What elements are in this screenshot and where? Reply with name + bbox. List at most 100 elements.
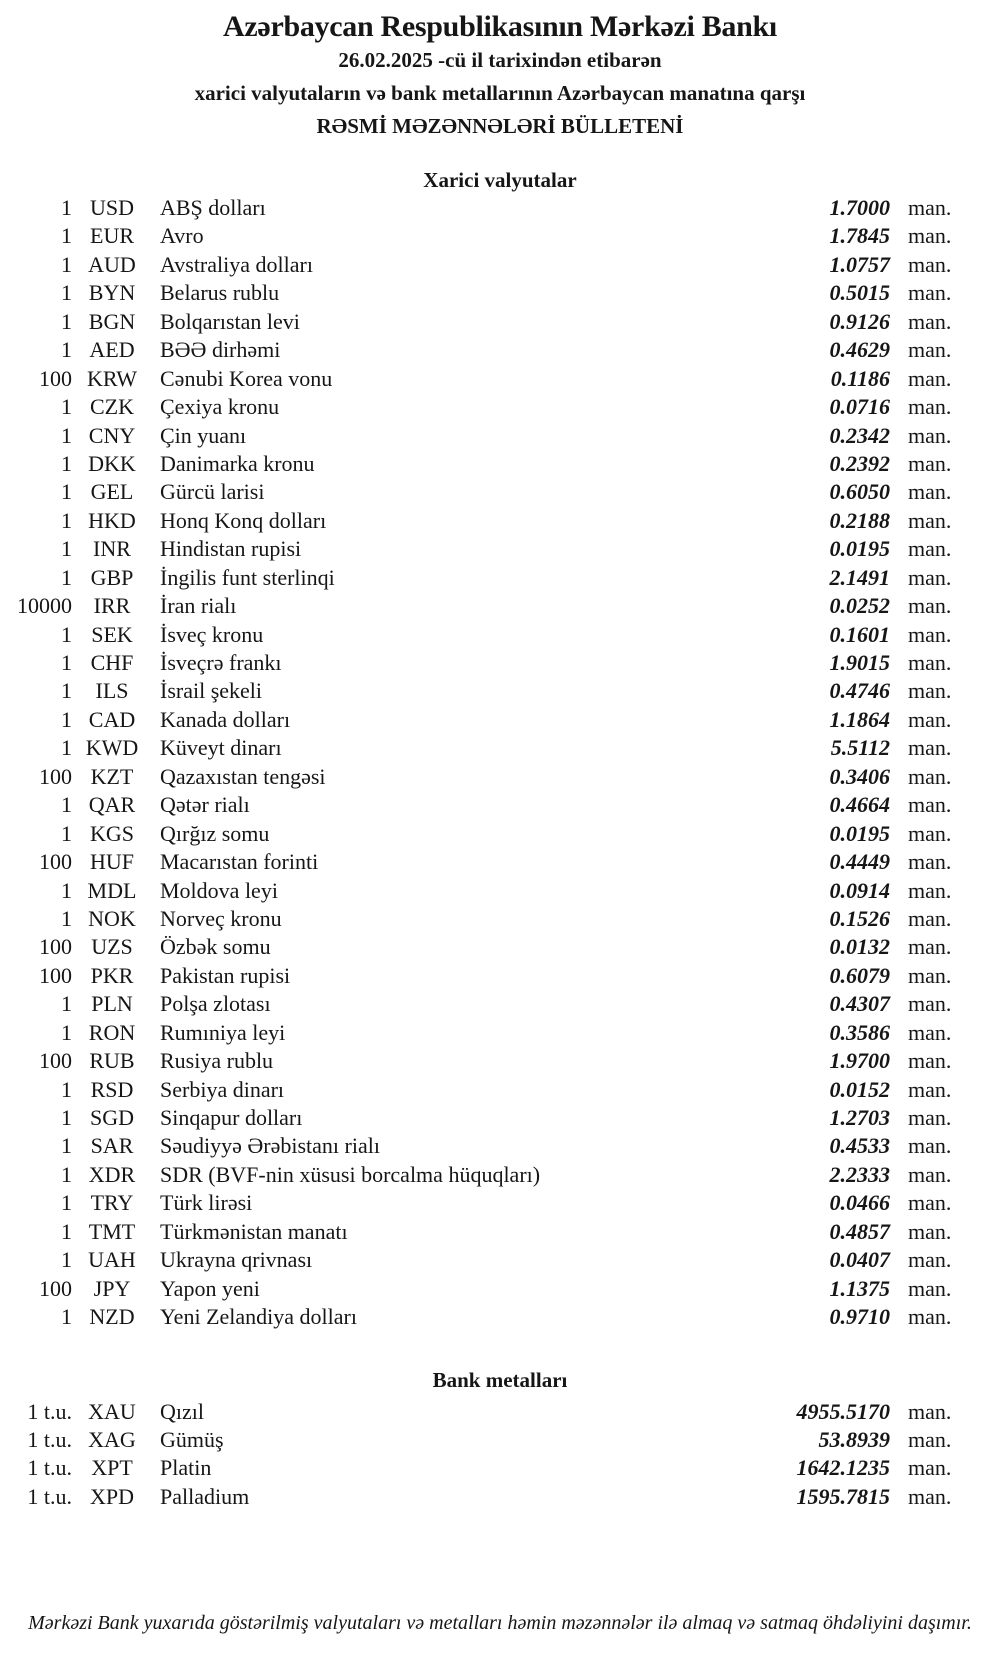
rate-row-unit-label: man. <box>908 1076 952 1102</box>
rate-row-rate-value: 0.0914 <box>829 877 891 903</box>
rate-row-currency-code: DKK <box>88 450 136 476</box>
rate-row-currency-code: XDR <box>88 1161 136 1187</box>
rate-row: 1 TMT Türkmənistan manatı 0.4857 man. <box>0 1218 1000 1246</box>
rate-row: 1 SGD Sinqapur dolları 1.2703 man. <box>0 1104 1000 1132</box>
rate-row-quantity: 1 <box>61 991 72 1017</box>
rate-row-currency-code: BGN <box>88 308 136 334</box>
rate-row-quantity: 100 <box>39 934 72 960</box>
rate-row: 1 KWD Küveyt dinarı 5.5112 man. <box>0 734 1000 762</box>
rate-row-unit-label: man. <box>908 905 952 931</box>
rate-row-unit-label: man. <box>908 820 952 846</box>
rate-row: 100 HUF Macarıstan forinti 0.4449 man. <box>0 848 1000 876</box>
rate-row-quantity: 1 <box>61 251 72 277</box>
rate-row-unit-label: man. <box>908 450 952 476</box>
rate-row-unit-label: man. <box>908 1218 952 1244</box>
rate-row: 1 ILS İsrail şekeli 0.4746 man. <box>0 677 1000 705</box>
rate-row-unit-label: man. <box>908 1275 952 1301</box>
rate-row-currency-code: RUB <box>89 1048 135 1074</box>
rate-row-unit-label: man. <box>908 621 952 647</box>
rate-row-rate-value: 1.9015 <box>829 650 891 675</box>
rate-row: 1 HKD Honq Konq dolları 0.2188 man. <box>0 507 1000 535</box>
rate-row-quantity: 1 <box>61 507 72 533</box>
rate-row: 1 USD ABŞ dolları 1.7000 man. <box>0 194 1000 222</box>
rate-row-unit-label: man. <box>908 308 952 334</box>
rate-row-currency-name: Qazaxıstan tengəsi <box>160 763 326 789</box>
rate-row-unit-label: man. <box>908 394 952 420</box>
rate-row-unit-label: man. <box>908 706 952 732</box>
rate-row: 1 GBP İngilis funt sterlinqi 2.1491 man. <box>0 564 1000 592</box>
bulletin-page: Azərbaycan Respublikasının Mərkəzi Bankı… <box>0 10 1000 1635</box>
rate-row-currency-name: Yeni Zelandiya dolları <box>160 1304 357 1330</box>
rate-row-currency-name: Qırğız somu <box>160 820 270 846</box>
rate-row-quantity: 1 <box>61 195 72 220</box>
rate-row-currency-name: Macarıstan forinti <box>160 849 319 875</box>
rate-row-unit-label: man. <box>908 1398 952 1424</box>
rate-row-rate-value: 0.5015 <box>829 280 891 306</box>
rate-row-currency-name: İsveç kronu <box>160 621 264 647</box>
rate-row-quantity: 1 <box>61 905 72 931</box>
rate-row: 100 RUB Rusiya rublu 1.9700 man. <box>0 1047 1000 1075</box>
rate-row-currency-code: TMT <box>88 1218 136 1244</box>
rate-row-rate-value: 1642.1235 <box>796 1455 891 1481</box>
rate-row-unit-label: man. <box>908 1247 952 1273</box>
metals-table: 1 t.u. XAU Qızıl 4955.5170 man. 1 t.u. X… <box>0 1398 1000 1512</box>
rate-row-quantity: 1 <box>61 1190 72 1216</box>
rate-row-currency-code: RON <box>88 1019 136 1045</box>
rate-row-quantity: 1 <box>61 820 72 846</box>
rate-row-rate-value: 0.1186 <box>830 365 890 391</box>
rate-row-quantity: 1 <box>61 280 72 306</box>
rate-row-currency-name: Ukrayna qrivnası <box>160 1247 313 1273</box>
rate-row-currency-code: AED <box>89 337 135 363</box>
metals-section-title: Bank metalları <box>432 1367 568 1392</box>
rate-row-currency-code: CAD <box>88 706 136 732</box>
rate-row: 100 KRW Cənubi Korea vonu 0.1186 man. <box>0 365 1000 393</box>
rate-row-currency-code: SEK <box>91 621 133 647</box>
rate-row: 1 t.u. XPT Platin 1642.1235 man. <box>0 1454 1000 1482</box>
rate-row-currency-name: Qızıl <box>160 1398 204 1424</box>
rate-row-unit-label: man. <box>908 593 952 619</box>
rate-row-rate-value: 5.5112 <box>830 735 890 761</box>
rate-row-currency-name: Özbək somu <box>160 934 271 960</box>
rate-row-quantity: 1 <box>61 1105 72 1130</box>
rate-row-quantity: 1 <box>61 1133 72 1159</box>
rate-row-rate-value: 0.4857 <box>829 1218 891 1244</box>
rate-row-currency-code: IRR <box>93 593 131 619</box>
rate-row-rate-value: 0.4746 <box>829 678 891 704</box>
rate-row-quantity: 1 t.u. <box>27 1455 72 1481</box>
rate-row-quantity: 100 <box>39 763 72 789</box>
rate-row-currency-code: AUD <box>88 251 136 277</box>
rate-row-currency-name: Türkmənistan manatı <box>160 1218 348 1244</box>
rate-row-quantity: 1 <box>61 1019 72 1045</box>
rate-row-currency-name: Bolqarıstan levi <box>160 308 300 334</box>
rate-row: 1 PLN Polşa zlotası 0.4307 man. <box>0 990 1000 1018</box>
rate-row-currency-code: INR <box>93 536 131 562</box>
rate-row-rate-value: 0.4629 <box>829 337 891 363</box>
rate-row-currency-name: Honq Konq dolları <box>160 507 327 533</box>
rate-row-currency-code: SAR <box>90 1133 134 1159</box>
rate-row-unit-label: man. <box>908 1048 952 1074</box>
rate-row-rate-value: 1.1375 <box>829 1275 891 1301</box>
rate-row-quantity: 1 <box>61 621 72 647</box>
rate-row-currency-name: Yapon yeni <box>160 1275 260 1301</box>
rate-row-currency-code: NZD <box>89 1304 135 1330</box>
rate-row-unit-label: man. <box>908 337 952 363</box>
rate-row-currency-name: Pakistan rupisi <box>160 962 291 988</box>
rate-row-unit-label: man. <box>908 877 952 903</box>
rate-row-currency-name: Çin yuanı <box>160 422 247 448</box>
rate-row-currency-code: KZT <box>90 763 134 789</box>
rate-row-unit-label: man. <box>908 365 952 391</box>
rate-row: 1 TRY Türk lirəsi 0.0466 man. <box>0 1189 1000 1217</box>
rate-row-currency-code: PLN <box>91 991 133 1017</box>
rate-row-currency-name: Rumıniya leyi <box>160 1019 286 1045</box>
rate-row: 1 QAR Qətər rialı 0.4664 man. <box>0 791 1000 819</box>
currencies-section-title: Xarici valyutalar <box>423 168 577 192</box>
rate-row-rate-value: 0.4307 <box>829 991 891 1017</box>
rate-row-currency-name: Polşa zlotası <box>160 991 271 1017</box>
rate-row-rate-value: 1.9700 <box>829 1048 891 1074</box>
rate-row-quantity: 1 <box>61 650 72 675</box>
rate-row-currency-name: Palladium <box>160 1483 250 1509</box>
rate-row-currency-name: Küveyt dinarı <box>160 735 282 761</box>
rate-row-quantity: 1 <box>61 735 72 761</box>
rate-row-rate-value: 1.0757 <box>829 251 891 277</box>
rate-row-currency-name: Avstraliya dolları <box>160 251 313 277</box>
